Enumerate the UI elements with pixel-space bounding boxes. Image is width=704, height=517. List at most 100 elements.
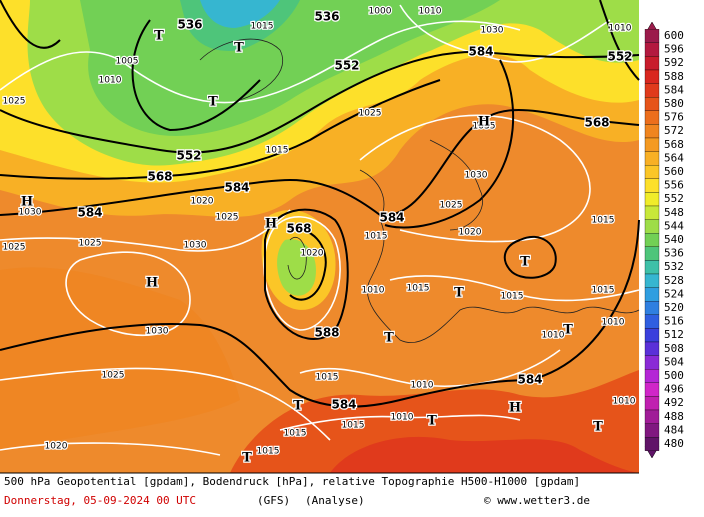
colorbar-label: 520 [664,301,684,314]
colorbar-swatch [644,355,660,370]
colorbar-swatch [644,273,660,288]
colorbar-label: 544 [664,219,684,232]
colorbar-label: 488 [664,410,684,423]
colorbar-swatch [644,178,660,193]
footer-date: Donnerstag, 05-09-2024 00 UTC [4,494,196,507]
contour-label: 1015 [501,292,524,302]
contour-label: 1015 [342,421,365,431]
colorbar-label: 524 [664,287,684,300]
colorbar-swatch [644,56,660,71]
contour-label: 1010 [609,24,632,34]
contour-label: 568 [147,170,172,184]
colorbar-swatch [644,301,660,315]
contour-label: 1030 [19,208,42,218]
colorbar-label: 568 [664,138,684,151]
footer-credit: © www.wetter3.de [484,494,590,507]
colorbar-swatch [644,110,660,125]
colorbar-label: 480 [664,437,684,450]
colorbar-swatch [644,396,660,411]
colorbar-label: 484 [664,423,684,436]
contour-label: 1020 [459,228,482,238]
colorbar-label: 536 [664,247,684,260]
contour-label: 1010 [419,7,442,17]
contour-label: 1015 [266,146,289,156]
colorbar-swatch [644,369,660,383]
contour-label: 568 [584,116,609,130]
contour-label: 1000 [369,7,392,17]
contour-label: 1035 [473,122,496,132]
coastlines [199,38,640,343]
pressure-center: T [520,255,530,270]
contour-label: 536 [314,10,339,24]
pressure-center: T [384,331,394,346]
footer-model: (GFS) [257,494,290,507]
colorbar-swatch [644,260,660,275]
pressure-center: H [21,195,33,210]
contour-label: 1005 [116,57,139,67]
contour-label: 536 [177,18,202,32]
colorbar-label: 508 [664,342,684,355]
contour-label: 1010 [362,286,385,296]
contour-label: 1025 [3,97,26,107]
colorbar-label: 516 [664,315,684,328]
contour-label: 1015 [257,447,280,457]
contour-label: 1020 [45,442,68,452]
colorbar-swatch [644,328,660,343]
colorbar-swatch [644,314,660,329]
colorbar-swatch [644,409,660,424]
colorbar-swatch [644,192,660,207]
contour-label: 1030 [465,171,488,181]
contour-label: 1020 [191,197,214,207]
colorbar-swatch [644,341,660,356]
colorbar-swatch [644,29,660,43]
colorbar-swatch [644,382,660,397]
pressure-center: H [146,276,158,291]
contour-label: 1010 [602,318,625,328]
pressure-center: T [454,286,464,301]
contour-label: 1015 [316,373,339,383]
pressure-center: H [509,401,521,416]
colorbar-label: 588 [664,70,684,83]
contour-label: 584 [224,181,249,195]
contour-label: 552 [607,50,632,64]
contour-label: 1010 [411,381,434,391]
contour-label: 1020 [301,249,324,259]
colorbar-label: 548 [664,206,684,219]
colorbar-label: 512 [664,328,684,341]
contour-label: 1010 [391,413,414,423]
colorbar-swatch [644,205,660,220]
pressure-center: T [293,399,303,414]
colorbar-label: 560 [664,165,684,178]
pressure-center: T [593,420,603,435]
contour-label: 1025 [359,109,382,119]
contour-label: 1015 [365,232,388,242]
colorbar-label: 596 [664,43,684,56]
colorbar-swatch [644,219,660,234]
colorbar-swatch [644,233,660,247]
colorbar-label: 584 [664,83,684,96]
contour-label: 1015 [251,22,274,32]
colorbar-swatch [644,137,660,152]
footer-run: (Analyse) [305,494,365,507]
pressure-center: T [154,29,164,44]
colorbar-swatch [644,124,660,139]
colorbar-swatch [644,287,660,302]
isobars [0,4,640,456]
colorbar-swatch [644,42,660,57]
contour-label: 552 [176,149,201,163]
contour-label: 1015 [284,429,307,439]
geopotential-lines [0,0,640,408]
contour-label: 584 [331,398,356,412]
contour-label: 1010 [613,397,636,407]
colorbar-swatch [644,423,660,438]
pressure-center: H [478,115,490,130]
contour-label: 1010 [542,331,565,341]
contour-label: 1025 [79,239,102,249]
colorbar: 6005965925885845805765725685645605565525… [644,21,684,459]
colorbar-label: 556 [664,179,684,192]
contour-label: 1015 [592,286,615,296]
colorbar-label: 552 [664,192,684,205]
contour-label: 1025 [102,371,125,381]
contour-label: 588 [314,326,339,340]
